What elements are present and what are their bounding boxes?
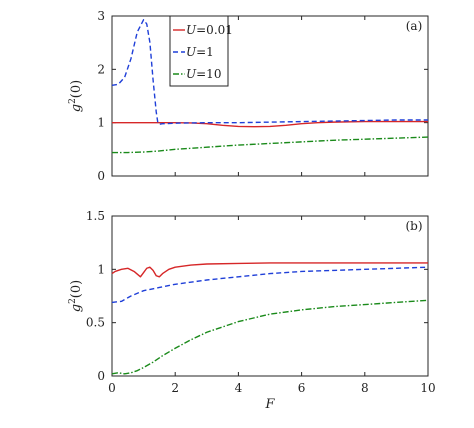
- panel-a-y-tick-labels: 0 1 2 3: [97, 9, 105, 183]
- x-tick-label: 4: [235, 381, 243, 395]
- x-axis-label: F: [264, 397, 275, 412]
- x-tick-label: 6: [298, 381, 306, 395]
- x-tick-label: 10: [420, 381, 435, 395]
- panel-b-frame: [111, 215, 429, 377]
- panel-b-y-tick-labels: 0 0.5 1 1.5: [86, 209, 105, 383]
- legend: U=0.01U=1U=10: [169, 15, 233, 87]
- y-tick-label: 1: [97, 116, 105, 130]
- y-tick-label: 0: [97, 169, 105, 183]
- y-axis-label-rest: (0): [69, 280, 84, 298]
- x-tick-label: 0: [108, 381, 116, 395]
- panel-b: 00.511.5 0 2 4 6 8 10 g2(0) (b) F: [68, 209, 436, 412]
- y-axis-label-text: g2(0): [68, 80, 84, 112]
- panel-b-x-tick-labels: 0 2 4 6 8 10: [108, 381, 435, 395]
- panel-a-series: [111, 19, 429, 154]
- panel-b-label: (b): [405, 219, 422, 233]
- series-line-2: [111, 19, 428, 125]
- panel-a-ticks: [111, 15, 429, 177]
- y-axis-label-g: g: [69, 304, 84, 312]
- y-tick-label: 3: [97, 9, 105, 23]
- y-axis-label-text: g2(0): [68, 280, 84, 312]
- y-tick-label: 0.5: [86, 316, 105, 330]
- y-tick-label: 1: [97, 262, 105, 276]
- series-line-3: [111, 299, 429, 375]
- y-tick-label: 2: [97, 62, 105, 76]
- y-axis-label-sup: 2: [68, 98, 78, 104]
- legend-label-var: U: [186, 45, 197, 59]
- series-line-1: [111, 262, 428, 278]
- y-axis-label-sup: 2: [68, 298, 78, 304]
- panel-b-series: [111, 262, 429, 375]
- legend-label-value: =10: [196, 67, 221, 81]
- y-axis-label-rest: (0): [69, 80, 84, 98]
- legend-label-var: U: [186, 23, 197, 37]
- panel-a-label: (a): [406, 19, 423, 33]
- legend-label-var: U: [186, 67, 197, 81]
- x-tick-label: 2: [171, 381, 179, 395]
- legend-label: U=10: [186, 67, 221, 81]
- series-line-1: [112, 120, 428, 128]
- panel-a-y-axis-label: g2(0): [68, 80, 84, 112]
- panel-b-ticks: [111, 215, 429, 377]
- legend-label-value: =0.01: [196, 23, 233, 37]
- y-tick-label: 1.5: [86, 209, 105, 223]
- panel-b-y-axis-label: g2(0): [68, 280, 84, 312]
- series-line-3: [112, 136, 429, 154]
- x-tick-label: 8: [361, 381, 369, 395]
- y-axis-label-g: g: [69, 104, 84, 112]
- legend-label: U=0.01: [186, 23, 233, 37]
- legend-label: U=1: [186, 45, 214, 59]
- legend-box: [169, 15, 229, 87]
- legend-label-value: =1: [196, 45, 214, 59]
- y-tick-label: 0: [97, 369, 105, 383]
- panel-a-frame: [111, 15, 429, 177]
- series-line-2: [111, 266, 429, 304]
